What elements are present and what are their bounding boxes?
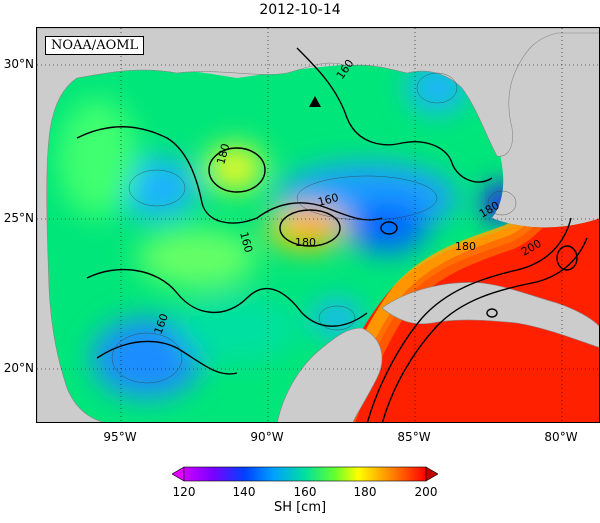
minor-contours <box>111 72 517 384</box>
source-badge: NOAA/AOML <box>45 36 145 55</box>
colorbar-tick: 160 <box>293 485 317 499</box>
colorbar <box>172 466 438 482</box>
lon-label: 95°W <box>103 430 137 444</box>
contour-lines <box>76 47 588 422</box>
colorbar-tick: 140 <box>232 485 256 499</box>
contour-label: 160 <box>316 191 340 209</box>
lat-label: 20°N <box>3 361 34 375</box>
lon-label: 85°W <box>397 430 431 444</box>
contour-label: 180 <box>455 240 476 253</box>
colorbar-tick: 120 <box>172 485 196 499</box>
lon-label: 80°W <box>544 430 578 444</box>
contour-label: 180 <box>214 142 232 166</box>
lat-label: 25°N <box>3 211 34 225</box>
land <box>37 28 599 422</box>
colorbar-tick: 180 <box>353 485 377 499</box>
lat-label: 30°N <box>3 57 34 71</box>
contour-label: 180 <box>295 236 316 249</box>
lon-label: 90°W <box>250 430 284 444</box>
colorbar-tick: 200 <box>414 485 438 499</box>
contour-label: 160 <box>237 230 255 254</box>
map-title: 2012-10-14 <box>259 2 341 18</box>
sea-height-map: 160 180 180 160 160 180 160 180 200 <box>36 27 600 423</box>
map-canvas: 160 180 180 160 160 180 160 180 200 <box>37 28 599 422</box>
colorbar-title: SH [cm] <box>273 500 327 515</box>
station-marker <box>309 96 321 107</box>
